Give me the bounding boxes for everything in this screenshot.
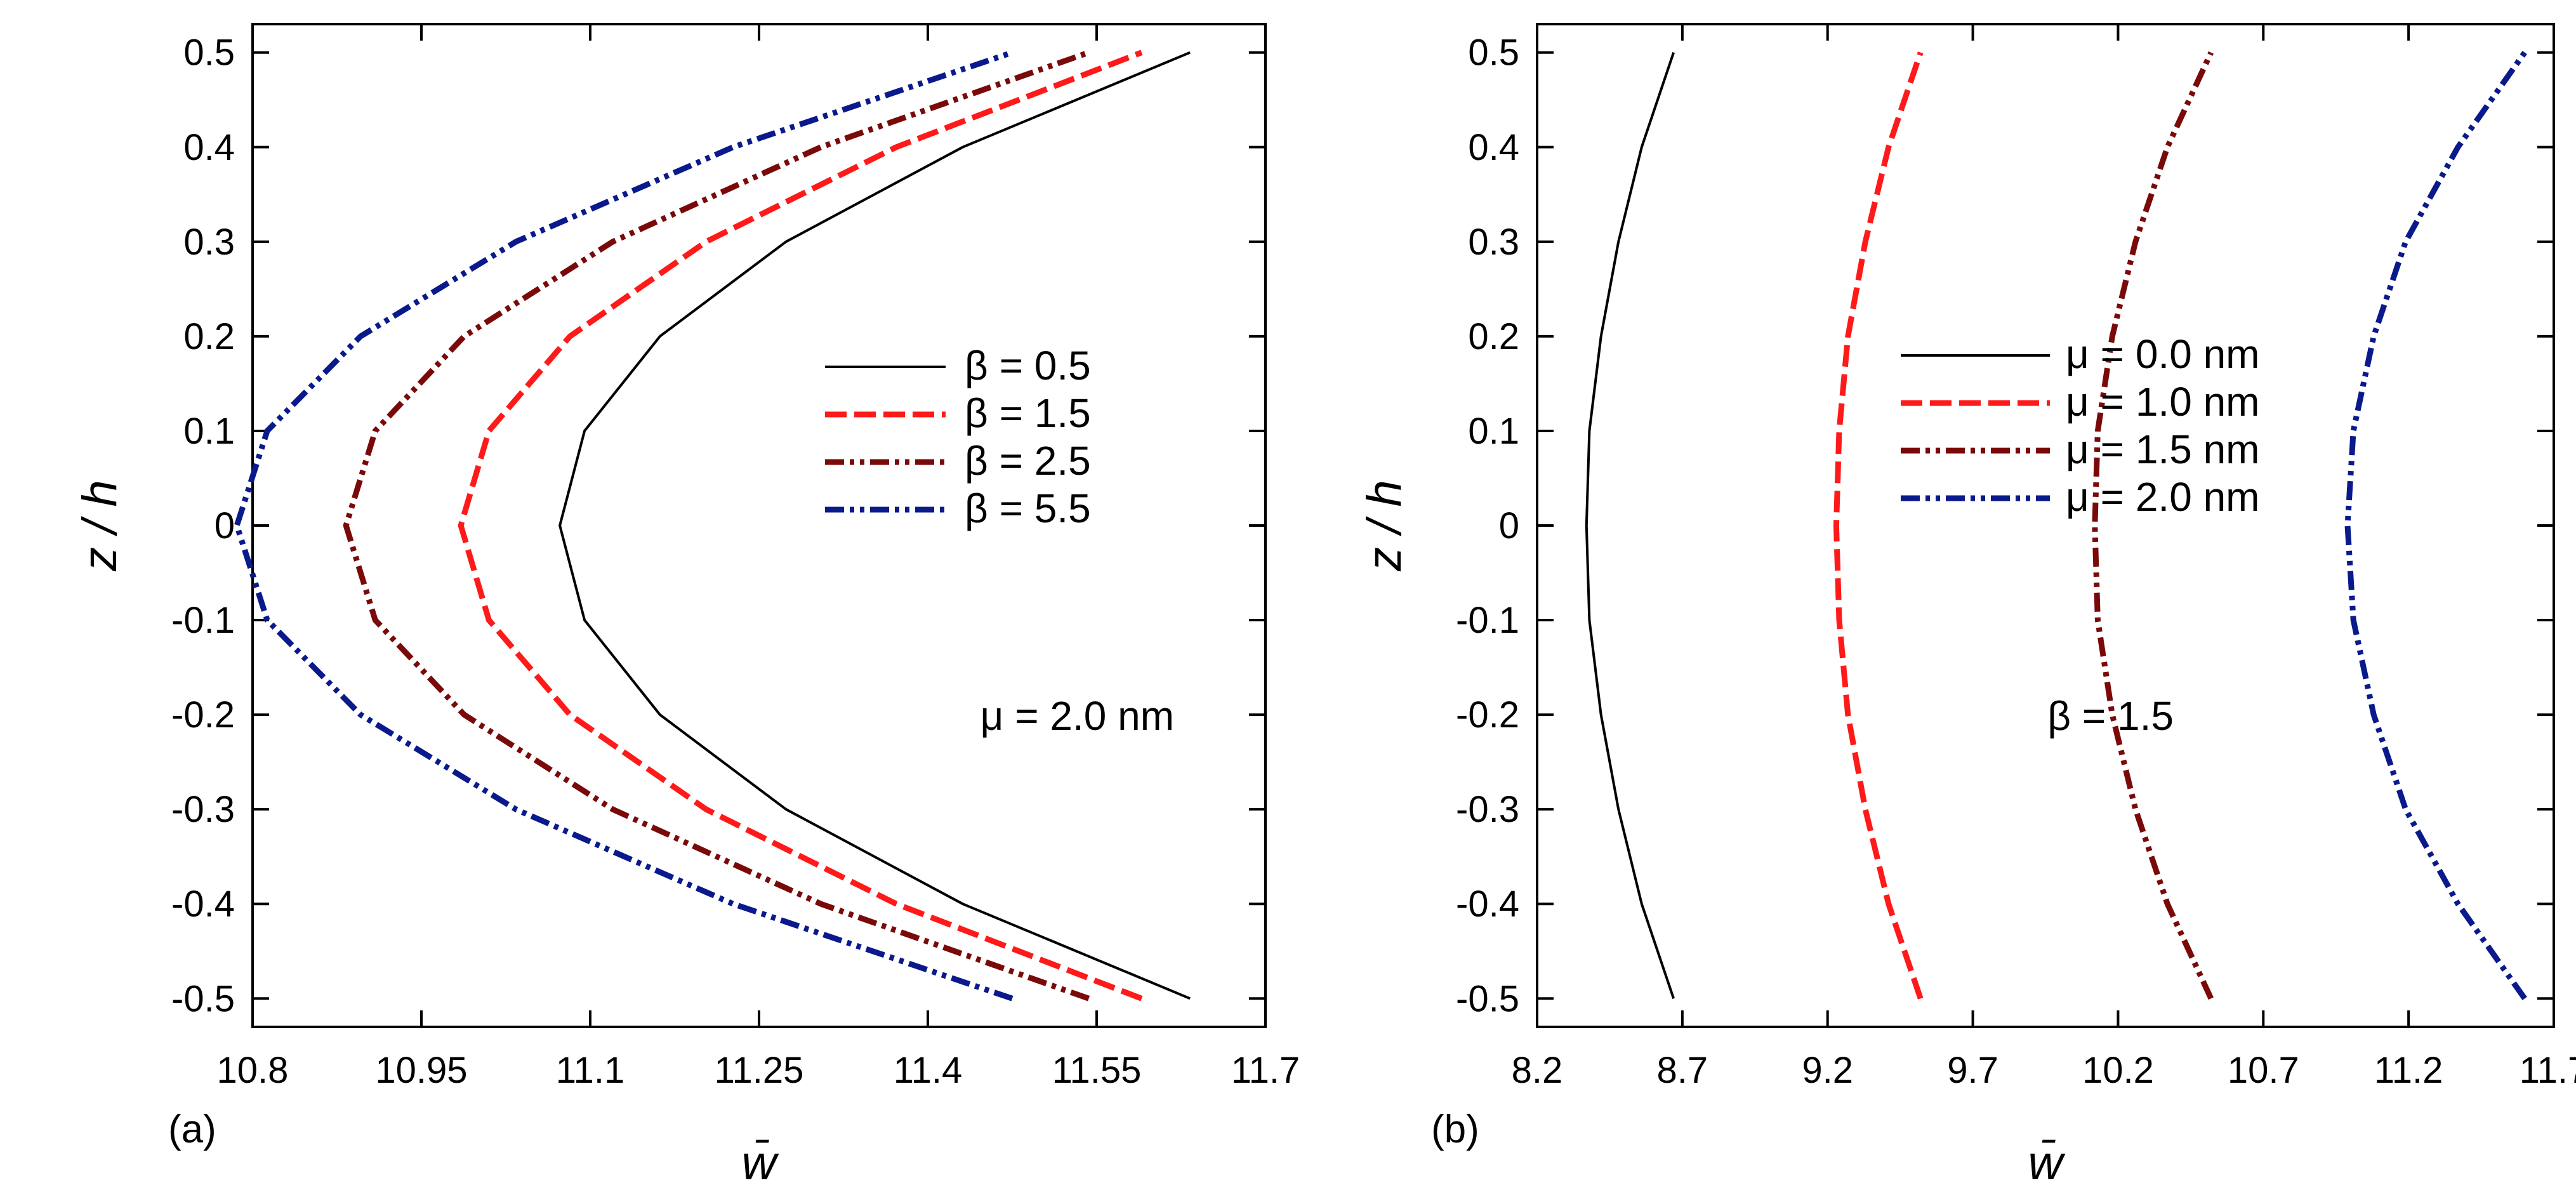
y-axis-label: z / h bbox=[1357, 480, 1411, 572]
x-tick-label: 11.55 bbox=[1052, 1050, 1142, 1091]
y-tick-label: -0.2 bbox=[171, 694, 235, 736]
series-line-2 bbox=[458, 50, 1143, 1002]
series-line-1 bbox=[1585, 52, 1675, 999]
x-tick-label: 9.2 bbox=[1802, 1050, 1853, 1091]
y-tick-label: 0 bbox=[1499, 505, 1519, 546]
y-tick-label: 0.1 bbox=[1468, 411, 1519, 452]
legend-entry: β = 0.5 bbox=[965, 343, 1091, 388]
y-tick-label: -0.3 bbox=[171, 789, 235, 830]
y-tick-label: 0.5 bbox=[183, 32, 235, 74]
y-tick-label: -0.3 bbox=[1456, 789, 1519, 830]
y-tick-label: -0.2 bbox=[1456, 694, 1519, 736]
legend-entry: β = 1.5 bbox=[965, 390, 1091, 436]
x-tick-label: 11.7 bbox=[1231, 1050, 1300, 1091]
x-tick-label: 8.2 bbox=[1512, 1050, 1563, 1091]
x-tick-label: 8.7 bbox=[1657, 1050, 1708, 1091]
y-tick-label: 0.2 bbox=[183, 316, 235, 357]
y-tick-label: -0.5 bbox=[171, 978, 235, 1019]
x-tick-label: 9.7 bbox=[1947, 1050, 1998, 1091]
legend-entry: β = 5.5 bbox=[965, 486, 1091, 531]
series-line-4 bbox=[2344, 51, 2527, 1000]
legend-entry: μ = 2.0 nm bbox=[2066, 474, 2259, 520]
x-tick-label: 11.4 bbox=[894, 1050, 963, 1091]
x-tick-label: 11.7 bbox=[2520, 1050, 2576, 1091]
y-tick-label: -0.1 bbox=[1456, 600, 1519, 641]
x-axis-label: w̄ bbox=[2028, 1136, 2066, 1190]
x-tick-label: 10.2 bbox=[2082, 1050, 2154, 1091]
y-tick-label: 0.3 bbox=[1468, 222, 1519, 263]
y-tick-label: -0.5 bbox=[1456, 978, 1519, 1019]
x-tick-label: 10.8 bbox=[217, 1050, 289, 1091]
y-tick-label: 0.2 bbox=[1468, 316, 1519, 357]
y-tick-label: 0.1 bbox=[183, 411, 235, 452]
y-axis-label: z / h bbox=[73, 480, 127, 572]
legend-entry: μ = 0.0 nm bbox=[2066, 331, 2259, 377]
y-tick-label: 0.4 bbox=[1468, 127, 1519, 168]
annotation-text: μ = 2.0 nm bbox=[981, 693, 1174, 739]
legend: μ = 0.0 nmμ = 1.0 nmμ = 1.5 nmμ = 2.0 nm bbox=[1901, 331, 2259, 520]
panel-label: (a) bbox=[168, 1108, 216, 1151]
panel-label: (b) bbox=[1431, 1108, 1479, 1151]
x-tick-label: 10.95 bbox=[375, 1050, 467, 1091]
x-tick-label: 10.7 bbox=[2228, 1050, 2299, 1091]
plot-frame bbox=[1536, 23, 2555, 1028]
series-line-3 bbox=[2092, 51, 2214, 1000]
panel-a-chart: 10.8 10.95 11.1 11.25 11.4 11.55 11.7 0.5 0.4 0.3… bbox=[73, 23, 1300, 1190]
y-tick-label: -0.4 bbox=[171, 883, 235, 925]
legend: β = 0.5β = 1.5β = 2.5β = 5.5 bbox=[825, 343, 1091, 531]
x-tick-label: 11.1 bbox=[556, 1050, 625, 1091]
annotation-text: β = 1.5 bbox=[2047, 693, 2174, 739]
y-tick-label: -0.1 bbox=[171, 600, 235, 641]
y-tick-label: 0.3 bbox=[183, 222, 235, 263]
x-axis-label: w̄ bbox=[742, 1136, 779, 1190]
series-line-1 bbox=[558, 51, 1191, 1000]
x-tick-label: 11.2 bbox=[2374, 1050, 2443, 1091]
y-tick-label: 0.4 bbox=[183, 127, 235, 168]
x-tick-label: 11.25 bbox=[715, 1050, 804, 1091]
y-tick-label: -0.4 bbox=[1456, 883, 1519, 925]
legend-entry: μ = 1.5 nm bbox=[2066, 427, 2259, 472]
panel-b-chart: 8.2 8.7 9.2 9.7 10.2 10.7 11.2 11.7 0.5 0.4 0.3 0.2… bbox=[1357, 23, 2576, 1190]
legend-entry: μ = 1.0 nm bbox=[2066, 379, 2259, 425]
series-line-3 bbox=[343, 50, 1090, 1002]
y-tick-label: 0.5 bbox=[1468, 32, 1519, 74]
y-tick-label: 0 bbox=[215, 505, 235, 546]
series-line-2 bbox=[1833, 51, 1924, 1000]
series-line-4 bbox=[234, 50, 1014, 1002]
legend-entry: β = 2.5 bbox=[965, 438, 1091, 484]
